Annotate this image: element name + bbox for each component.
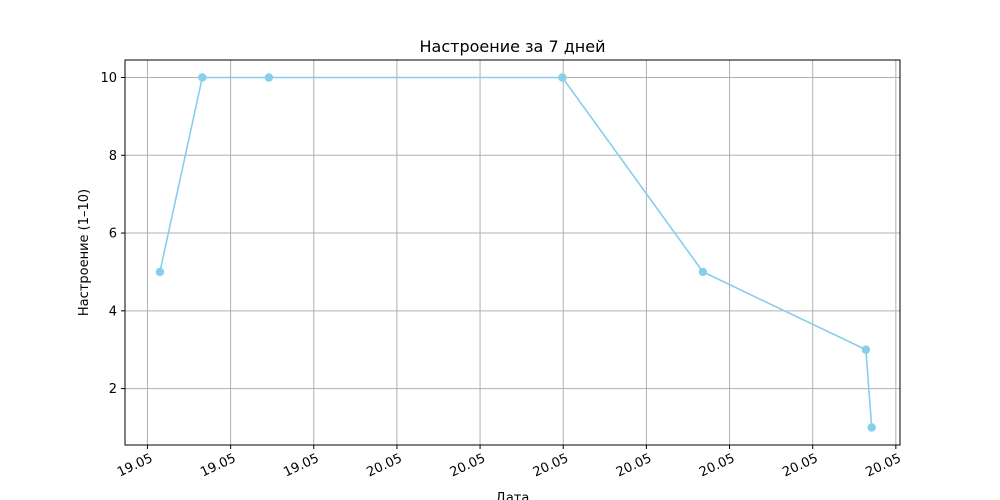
x-tick-label: 20.05 xyxy=(365,451,405,480)
y-tick-label: 6 xyxy=(109,227,117,242)
y-tick-label: 4 xyxy=(109,304,117,319)
x-tick-label: 20.05 xyxy=(614,451,654,480)
x-tick-label: 20.05 xyxy=(697,451,737,480)
grid-lines xyxy=(125,60,900,445)
x-tick-label: 19.05 xyxy=(115,451,155,480)
x-tick-label: 20.05 xyxy=(780,451,820,480)
mood-data-point xyxy=(867,423,876,432)
plot-frame xyxy=(124,59,901,446)
mood-data-point xyxy=(155,267,165,277)
mood-data-point xyxy=(264,73,274,82)
x-axis-label: Дата xyxy=(496,491,530,500)
axis-ticks: 19.05 19.05 19.05 20.05 20.05 20.05 20.05 20.05… xyxy=(100,71,903,480)
y-tick-label: 8 xyxy=(109,149,117,164)
mood-data-point xyxy=(558,73,567,82)
mood-data-point xyxy=(198,73,207,82)
mood-series-line xyxy=(159,76,873,428)
x-tick-label: 20.05 xyxy=(448,451,488,480)
y-axis-label: Настроение (1–10) xyxy=(77,189,92,316)
y-tick-label: 10 xyxy=(100,71,117,86)
y-tick-label: 2 xyxy=(109,382,117,397)
x-tick-label: 19.05 xyxy=(281,451,321,480)
mood-data-point xyxy=(861,345,871,354)
x-tick-label: 20.05 xyxy=(863,451,903,480)
x-tick-label: 20.05 xyxy=(531,451,571,480)
mood-data-point xyxy=(698,267,708,277)
chart-title: Настроение за 7 дней xyxy=(420,37,606,56)
x-tick-label: 19.05 xyxy=(198,451,238,480)
series-layer xyxy=(155,73,876,432)
